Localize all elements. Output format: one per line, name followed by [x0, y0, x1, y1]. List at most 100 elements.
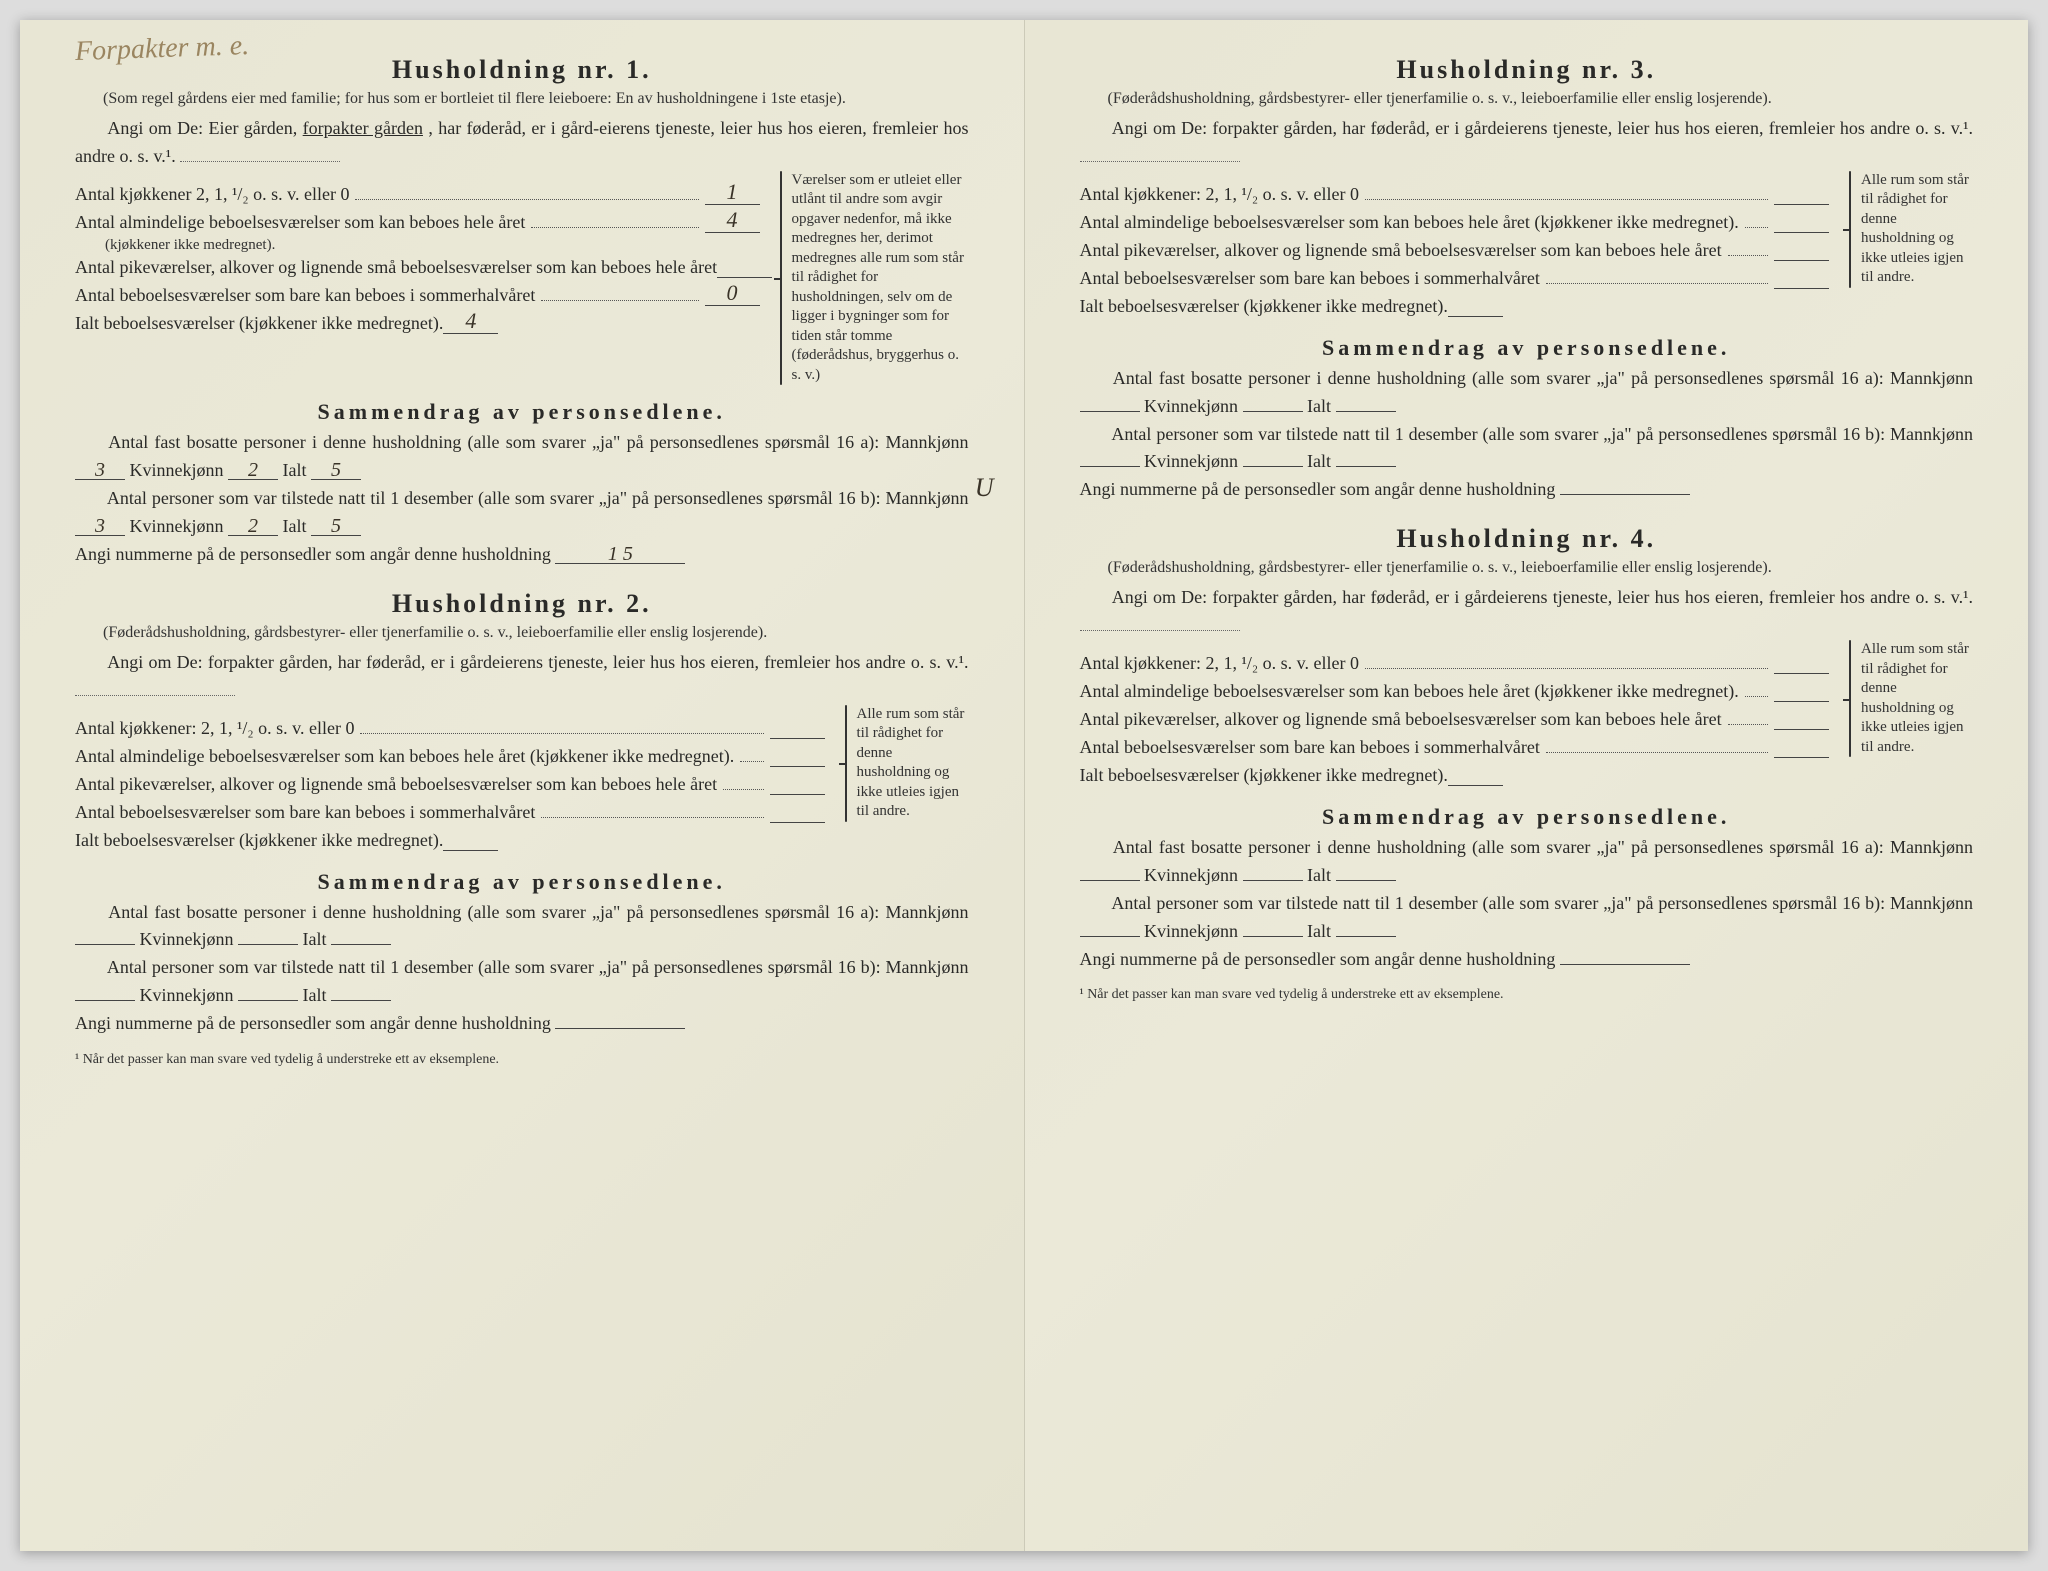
label: Antal beboelsesværelser som bare kan beb… — [75, 802, 535, 823]
label: Ialt — [283, 516, 307, 536]
val — [1336, 936, 1396, 937]
brace-icon — [1843, 171, 1857, 288]
label: Antal pikeværelser, alkover og lignende … — [75, 257, 717, 278]
val-i: 5 — [311, 517, 361, 536]
label: Ialt — [303, 985, 327, 1005]
label: Antal pikeværelser, alkover og lignende … — [1080, 240, 1722, 261]
label: Antal kjøkkener 2, 1, ¹/₂ o. s. v. eller… — [75, 184, 349, 205]
value — [1774, 650, 1829, 674]
row: Ialt beboelsesværelser (kjøkkener ikke m… — [1080, 293, 1830, 317]
label: Antal almindelige beboelsesværelser som … — [1080, 212, 1739, 233]
dots — [1745, 227, 1768, 228]
brace-icon — [1843, 640, 1857, 757]
label: Ialt — [1307, 921, 1331, 941]
text: Angi om De: forpakter gården, har føderå… — [107, 652, 968, 672]
hh1-sommer-row: Antal beboelsesværelser som bare kan beb… — [75, 282, 760, 306]
label: Antal pikeværelser, alkover og lignende … — [75, 774, 717, 795]
dots — [1745, 696, 1768, 697]
text: Angi nummerne på de personsedler som ang… — [1080, 479, 1556, 499]
blank-line — [1080, 144, 1240, 162]
val — [1336, 411, 1396, 412]
text: Antal fast bosatte personer i denne hush… — [108, 902, 968, 922]
dots — [1365, 668, 1768, 669]
brace-icon — [839, 705, 853, 822]
text: Angi nummerne på de personsedler som ang… — [75, 1013, 551, 1033]
right-page: Husholdning nr. 3. (Føderådshusholdning,… — [1025, 20, 2029, 1551]
hh1-rooms: Antal kjøkkener 2, 1, ¹/₂ o. s. v. eller… — [75, 171, 969, 386]
label: Antal almindelige beboelsesværelser som … — [75, 212, 525, 233]
dots — [1728, 724, 1768, 725]
val-k: 2 — [228, 461, 278, 480]
row: Antal kjøkkener: 2, 1, ¹/₂ o. s. v. elle… — [75, 715, 825, 739]
row: Antal beboelsesværelser som bare kan beb… — [1080, 265, 1830, 289]
label: Antal beboelsesværelser som bare kan beb… — [75, 285, 535, 306]
val — [1080, 411, 1140, 412]
row: Antal pikeværelser, alkover og lignende … — [1080, 706, 1830, 730]
text: Antal personer som var tilstede natt til… — [107, 488, 969, 508]
val — [1560, 964, 1690, 965]
row: Antal kjøkkener: 2, 1, ¹/₂ o. s. v. elle… — [1080, 181, 1830, 205]
hh3-numline: Angi nummerne på de personsedler som ang… — [1080, 476, 1974, 504]
pencil-annotation: Forpakter m. e. — [75, 35, 250, 63]
val — [238, 1000, 298, 1001]
label: Antal pikeværelser, alkover og lignende … — [1080, 709, 1722, 730]
label: Antal beboelsesværelser som bare kan beb… — [1080, 268, 1540, 289]
value — [1774, 181, 1829, 205]
hh1-numline: Angi nummerne på de personsedler som ang… — [75, 541, 969, 569]
label: Kvinnekjønn — [130, 460, 224, 480]
row: Antal beboelsesværelser som bare kan beb… — [75, 799, 825, 823]
dots — [1728, 255, 1768, 256]
val — [75, 944, 135, 945]
hh1-paren: (Som regel gårdens eier med familie; for… — [75, 89, 969, 109]
val — [75, 1000, 135, 1001]
label: Ialt — [1307, 451, 1331, 471]
hh2-angi: Angi om De: forpakter gården, har føderå… — [75, 649, 969, 705]
hh4-angi: Angi om De: forpakter gården, har føderå… — [1080, 584, 1974, 640]
row: Ialt beboelsesværelser (kjøkkener ikke m… — [75, 827, 825, 851]
value — [1774, 678, 1829, 702]
hh2-sum-b: Antal personer som var tilstede natt til… — [75, 954, 969, 1010]
value — [1448, 293, 1503, 317]
row: Antal almindelige beboelsesværelser som … — [75, 743, 825, 767]
dots — [740, 761, 763, 762]
blank-line — [180, 144, 340, 162]
side-text: Alle rum som står til rådighet for denne… — [1861, 172, 1969, 286]
value: 4 — [705, 209, 760, 233]
val — [1560, 494, 1690, 495]
dots — [541, 817, 763, 818]
label: Kvinnekjønn — [130, 516, 224, 536]
hh1-angi-underline: forpakter gården — [303, 118, 423, 138]
left-page: Forpakter m. e. Husholdning nr. 1. (Som … — [20, 20, 1025, 1551]
hh4-side-note: Alle rum som står til rådighet for denne… — [1843, 640, 1973, 757]
brace-icon — [774, 171, 788, 386]
dots — [541, 300, 698, 301]
dots — [360, 733, 763, 734]
val — [1243, 411, 1303, 412]
hh3-title: Husholdning nr. 3. — [1080, 55, 1974, 85]
label: Kvinnekjønn — [140, 929, 234, 949]
label: Antal kjøkkener: 2, 1, ¹/₂ o. s. v. elle… — [75, 718, 354, 739]
hh4-numline: Angi nummerne på de personsedler som ang… — [1080, 946, 1974, 974]
hh1-angi-pre: Angi om De: Eier gården, — [107, 118, 302, 138]
hh1-sum-a: Antal fast bosatte personer i denne hush… — [75, 429, 969, 485]
blank-line — [1080, 613, 1240, 631]
label: Ialt beboelsesværelser (kjøkkener ikke m… — [75, 830, 443, 851]
label: Kvinnekjønn — [140, 985, 234, 1005]
hh2-numline: Angi nummerne på de personsedler som ang… — [75, 1010, 969, 1038]
side-text: Alle rum som står til rådighet for denne… — [857, 706, 965, 820]
hh3-sum-b: Antal personer som var tilstede natt til… — [1080, 421, 1974, 477]
val-i: 5 — [311, 461, 361, 480]
value: 4 — [443, 310, 498, 334]
dots — [1365, 199, 1768, 200]
value — [770, 771, 825, 795]
value — [770, 715, 825, 739]
right-footnote: ¹ Når det passer kan man svare ved tydel… — [1080, 987, 1974, 1003]
hh1-angi: Angi om De: Eier gården, forpakter gårde… — [75, 115, 969, 171]
value — [717, 254, 772, 278]
row: Antal pikeværelser, alkover og lignende … — [1080, 237, 1830, 261]
text: Antal fast bosatte personer i denne hush… — [108, 432, 968, 452]
text: Antal personer som var tilstede natt til… — [1111, 893, 1973, 913]
val — [1080, 880, 1140, 881]
val — [555, 1028, 685, 1029]
hh3-rooms: Antal kjøkkener: 2, 1, ¹/₂ o. s. v. elle… — [1080, 171, 1974, 321]
